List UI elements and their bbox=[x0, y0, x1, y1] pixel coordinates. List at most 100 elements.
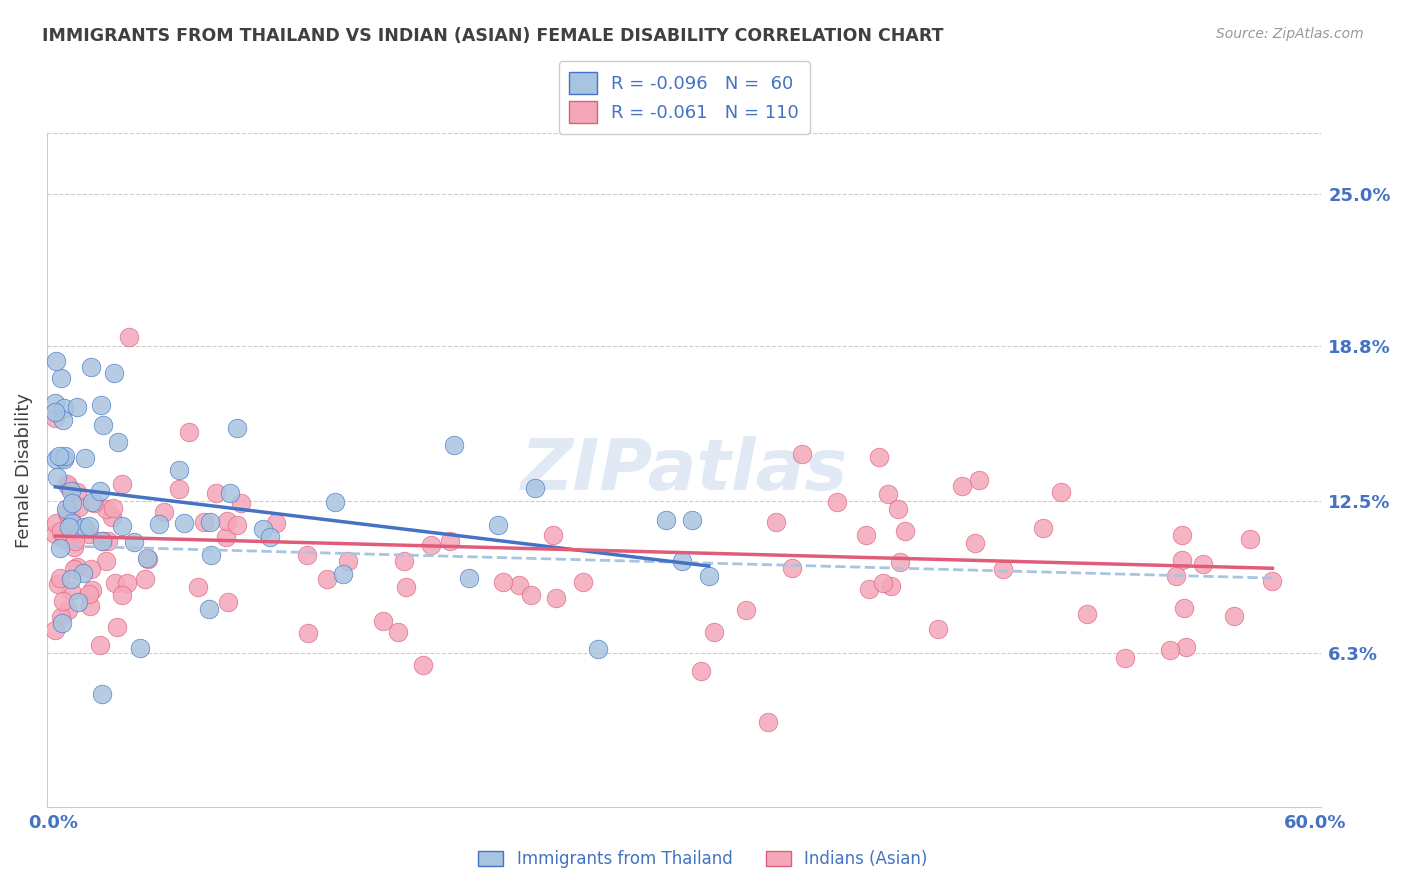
Point bbox=[855, 528, 877, 542]
Point bbox=[59, 506, 82, 520]
Point bbox=[655, 513, 678, 527]
Point bbox=[1173, 601, 1195, 615]
Point bbox=[690, 664, 713, 678]
Point bbox=[337, 554, 360, 568]
Text: Source: ZipAtlas.com: Source: ZipAtlas.com bbox=[1216, 27, 1364, 41]
Point bbox=[44, 405, 66, 419]
Text: IMMIGRANTS FROM THAILAND VS INDIAN (ASIAN) FEMALE DISABILITY CORRELATION CHART: IMMIGRANTS FROM THAILAND VS INDIAN (ASIA… bbox=[42, 27, 943, 45]
Point bbox=[963, 536, 986, 550]
Point bbox=[62, 562, 84, 576]
Point bbox=[44, 527, 66, 541]
Point bbox=[541, 528, 564, 542]
Point bbox=[520, 588, 543, 602]
Point bbox=[193, 516, 215, 530]
Point bbox=[55, 477, 77, 491]
Point bbox=[52, 413, 75, 427]
Point bbox=[44, 623, 66, 637]
Point bbox=[1049, 485, 1071, 500]
Point bbox=[66, 560, 89, 574]
Point bbox=[45, 354, 67, 368]
Point bbox=[111, 476, 134, 491]
Point bbox=[104, 576, 127, 591]
Point bbox=[697, 568, 720, 582]
Point bbox=[45, 470, 67, 484]
Point bbox=[51, 615, 73, 630]
Point bbox=[63, 533, 86, 548]
Point bbox=[66, 400, 89, 414]
Point bbox=[60, 484, 83, 499]
Point bbox=[80, 562, 103, 576]
Point bbox=[101, 500, 124, 515]
Point bbox=[60, 572, 83, 586]
Point bbox=[217, 594, 239, 608]
Point bbox=[588, 642, 610, 657]
Point bbox=[1114, 650, 1136, 665]
Point bbox=[492, 575, 515, 590]
Point bbox=[49, 371, 72, 385]
Point bbox=[229, 496, 252, 510]
Point bbox=[51, 610, 73, 624]
Point bbox=[52, 451, 75, 466]
Point bbox=[952, 479, 974, 493]
Point bbox=[136, 551, 159, 566]
Point bbox=[486, 517, 509, 532]
Y-axis label: Female Disability: Female Disability bbox=[15, 392, 32, 548]
Point bbox=[1171, 528, 1194, 542]
Point bbox=[893, 524, 915, 538]
Point bbox=[927, 622, 949, 636]
Point bbox=[56, 479, 79, 493]
Point bbox=[90, 534, 112, 549]
Point bbox=[226, 421, 249, 435]
Legend: R = -0.096   N =  60, R = -0.061   N = 110: R = -0.096 N = 60, R = -0.061 N = 110 bbox=[558, 61, 810, 134]
Point bbox=[91, 534, 114, 549]
Point bbox=[75, 451, 97, 466]
Point bbox=[371, 615, 394, 629]
Point bbox=[134, 573, 156, 587]
Point bbox=[60, 496, 83, 510]
Point bbox=[117, 330, 139, 344]
Point bbox=[79, 527, 101, 541]
Point bbox=[55, 502, 77, 516]
Point bbox=[387, 624, 409, 639]
Point bbox=[412, 657, 434, 672]
Point bbox=[219, 486, 242, 500]
Point bbox=[169, 463, 191, 477]
Point bbox=[105, 619, 128, 633]
Point bbox=[825, 494, 848, 508]
Point bbox=[103, 367, 125, 381]
Point bbox=[523, 481, 546, 495]
Point bbox=[702, 625, 724, 640]
Point bbox=[129, 640, 152, 655]
Point bbox=[44, 410, 66, 425]
Point bbox=[868, 450, 890, 464]
Point bbox=[46, 577, 69, 591]
Point bbox=[89, 483, 111, 498]
Point bbox=[66, 485, 89, 500]
Point bbox=[198, 515, 221, 529]
Point bbox=[1032, 521, 1054, 535]
Point bbox=[62, 540, 84, 554]
Point bbox=[215, 530, 238, 544]
Point bbox=[53, 450, 76, 464]
Point bbox=[734, 602, 756, 616]
Point bbox=[173, 516, 195, 530]
Point bbox=[111, 588, 134, 602]
Point bbox=[52, 401, 75, 416]
Point bbox=[671, 554, 693, 568]
Point bbox=[252, 522, 274, 536]
Point bbox=[1159, 642, 1181, 657]
Point bbox=[325, 495, 347, 509]
Point bbox=[858, 582, 880, 596]
Point bbox=[45, 516, 67, 531]
Point bbox=[152, 505, 174, 519]
Point bbox=[880, 578, 903, 592]
Point bbox=[1166, 568, 1188, 582]
Point bbox=[80, 582, 103, 597]
Point bbox=[82, 495, 104, 509]
Point bbox=[77, 587, 100, 601]
Point bbox=[107, 434, 129, 449]
Point bbox=[889, 555, 911, 569]
Point bbox=[56, 508, 79, 523]
Point bbox=[58, 520, 80, 534]
Point bbox=[49, 541, 72, 555]
